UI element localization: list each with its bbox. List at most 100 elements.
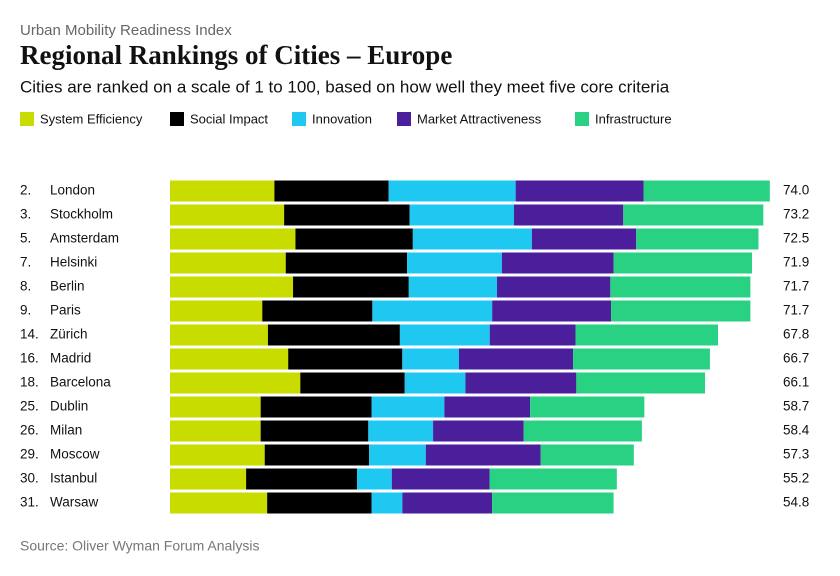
bar-segment <box>611 300 751 322</box>
legend-label: Infrastructure <box>595 111 672 126</box>
bar-segment <box>170 324 268 346</box>
bar-segment <box>372 300 493 322</box>
bar-segment <box>170 276 294 298</box>
legend-swatch <box>397 112 411 126</box>
bar-segment <box>170 300 263 322</box>
total-label: 54.8 <box>783 495 809 510</box>
total-label: 66.1 <box>783 375 809 390</box>
bar-segment <box>613 252 753 274</box>
rank: 14. <box>20 327 39 342</box>
source: Source: Oliver Wyman Forum Analysis <box>20 538 260 554</box>
rank: 31. <box>20 495 39 510</box>
bar-segment <box>262 300 373 322</box>
legend-swatch <box>20 112 34 126</box>
total-label: 71.7 <box>783 279 809 294</box>
bar-segment <box>540 444 634 466</box>
bar-segment <box>300 372 405 394</box>
legend-label: Innovation <box>312 111 372 126</box>
bar-segment <box>465 372 577 394</box>
bar-segment <box>170 444 265 466</box>
legend-label: Market Attractiveness <box>417 111 542 126</box>
total-label: 58.7 <box>783 399 809 414</box>
total-label: 57.3 <box>783 447 809 462</box>
bar-segment <box>288 348 403 370</box>
bar-segment <box>170 372 301 394</box>
rank: 18. <box>20 375 39 390</box>
city-label: Amsterdam <box>50 231 119 246</box>
city-label: Madrid <box>50 351 91 366</box>
bar-segment <box>402 348 459 370</box>
bar-segment <box>388 180 516 202</box>
bar-segment <box>501 252 614 274</box>
total-label: 74.0 <box>783 183 809 198</box>
bar-segment <box>444 396 531 418</box>
bar-segment <box>489 324 576 346</box>
bar-segment <box>636 228 759 250</box>
bar-segment <box>523 420 642 442</box>
bar-segment <box>170 492 268 514</box>
bar-segment <box>573 348 710 370</box>
city-label: Istanbul <box>50 471 97 486</box>
rank: 8. <box>20 279 31 294</box>
bar-segment <box>399 324 490 346</box>
city-label: Milan <box>50 423 82 438</box>
bar-segment <box>623 204 764 226</box>
chart-title: Regional Rankings of Cities – Europe <box>20 40 452 70</box>
city-label: London <box>50 183 95 198</box>
bar-segment <box>260 420 369 442</box>
bar-segment <box>170 468 247 490</box>
bar-segment <box>489 468 617 490</box>
legend-label: Social Impact <box>190 111 268 126</box>
legend-swatch <box>170 112 184 126</box>
rank: 9. <box>20 303 31 318</box>
rank: 30. <box>20 471 39 486</box>
bar-segment <box>371 492 403 514</box>
legend-swatch <box>292 112 306 126</box>
rank: 5. <box>20 231 31 246</box>
city-label: Paris <box>50 303 81 318</box>
bar-segment <box>497 276 611 298</box>
total-label: 67.8 <box>783 327 809 342</box>
bar-segment <box>425 444 541 466</box>
city-label: Berlin <box>50 279 85 294</box>
city-label: Warsaw <box>50 495 99 510</box>
supertitle: Urban Mobility Readiness Index <box>20 22 232 39</box>
bar-segment <box>267 324 400 346</box>
bar-segment <box>170 348 289 370</box>
city-label: Moscow <box>50 447 100 462</box>
legend-label: System Efficiency <box>40 111 143 126</box>
bar-segment <box>407 252 502 274</box>
bar-segment <box>170 180 275 202</box>
city-label: Barcelona <box>50 375 111 390</box>
bar-segment <box>412 228 532 250</box>
bar-segment <box>371 396 445 418</box>
bar-segment <box>368 420 434 442</box>
bar-segment <box>356 468 392 490</box>
bar-segment <box>264 444 370 466</box>
rank: 2. <box>20 183 31 198</box>
bar-segment <box>492 492 614 514</box>
bar-segment <box>404 372 466 394</box>
total-label: 73.2 <box>783 207 809 222</box>
bar-segment <box>458 348 574 370</box>
bar-segment <box>433 420 524 442</box>
bar-segment <box>575 324 719 346</box>
total-label: 66.7 <box>783 351 809 366</box>
bar-segment <box>170 420 261 442</box>
bar-segment <box>295 228 413 250</box>
total-label: 58.4 <box>783 423 810 438</box>
total-label: 71.9 <box>783 255 809 270</box>
total-label: 71.7 <box>783 303 809 318</box>
bar-segment <box>284 204 410 226</box>
bar-segment <box>610 276 751 298</box>
legend-swatch <box>575 112 589 126</box>
bar-segment <box>576 372 706 394</box>
bar-segment <box>408 276 498 298</box>
rank: 25. <box>20 399 39 414</box>
rank: 26. <box>20 423 39 438</box>
bar-segment <box>530 396 645 418</box>
total-label: 72.5 <box>783 231 809 246</box>
city-label: Zürich <box>50 327 88 342</box>
rank: 29. <box>20 447 39 462</box>
